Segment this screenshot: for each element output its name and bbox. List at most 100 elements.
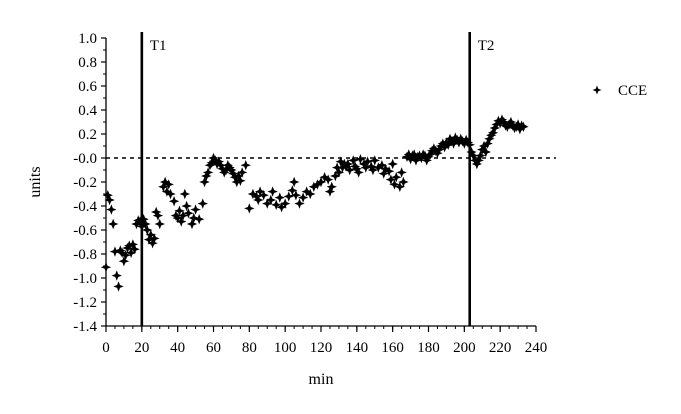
x-tick-label: 60 xyxy=(206,340,221,356)
data-point xyxy=(502,121,513,132)
data-point xyxy=(222,160,234,171)
data-point xyxy=(301,186,312,197)
data-point xyxy=(324,186,336,197)
data-point xyxy=(398,176,409,188)
data-point xyxy=(140,218,151,230)
data-point xyxy=(367,164,379,176)
data-point xyxy=(210,155,221,166)
data-point xyxy=(177,210,189,221)
data-point xyxy=(240,160,251,171)
data-point xyxy=(219,167,230,178)
data-point xyxy=(451,134,463,146)
legend-marker xyxy=(592,85,602,95)
data-point xyxy=(220,164,232,176)
data-point xyxy=(408,149,420,160)
data-point xyxy=(179,188,191,200)
data-point xyxy=(111,270,122,281)
data-point xyxy=(432,148,443,159)
data-point xyxy=(331,162,343,173)
data-point xyxy=(308,181,320,192)
data-point xyxy=(109,246,121,257)
data-point xyxy=(150,206,162,218)
data-point xyxy=(466,146,477,158)
data-point xyxy=(149,233,160,244)
data-point xyxy=(507,120,518,131)
data-point xyxy=(348,155,359,166)
data-point xyxy=(143,234,155,245)
data-point xyxy=(276,202,287,213)
data-point xyxy=(215,160,226,171)
legend-label: CCE xyxy=(618,83,647,99)
data-point xyxy=(297,192,309,203)
data-point xyxy=(503,119,515,130)
legend: CCE xyxy=(592,83,647,99)
data-point xyxy=(138,214,149,225)
y-tick-label: -0.2 xyxy=(73,175,97,191)
data-point xyxy=(125,247,137,258)
data-point xyxy=(206,157,217,168)
data-point xyxy=(460,134,472,146)
data-point xyxy=(312,179,323,190)
x-tick-label: 120 xyxy=(310,340,333,356)
data-point xyxy=(355,154,366,165)
data-point xyxy=(489,122,500,134)
data-point xyxy=(322,174,334,185)
data-point xyxy=(373,162,384,173)
data-point xyxy=(487,127,499,138)
y-tick-label: 0.4 xyxy=(78,103,97,119)
data-points xyxy=(100,114,529,292)
data-point xyxy=(165,188,176,200)
data-point xyxy=(134,216,146,227)
data-point xyxy=(118,256,130,267)
x-tick-label: 40 xyxy=(170,340,185,356)
data-point xyxy=(493,115,504,126)
data-point xyxy=(383,166,395,177)
data-point xyxy=(473,155,484,166)
data-point xyxy=(274,192,285,203)
data-point xyxy=(464,139,475,150)
data-point xyxy=(152,210,164,221)
event-marker-label: T1 xyxy=(150,38,167,54)
data-point xyxy=(505,116,517,128)
data-point xyxy=(496,114,508,125)
data-point xyxy=(326,181,337,192)
data-point xyxy=(446,136,457,147)
y-tick-label: -0.8 xyxy=(73,247,97,263)
data-point xyxy=(396,167,407,178)
data-point xyxy=(434,144,445,155)
data-point xyxy=(251,191,262,202)
x-tick-label: 100 xyxy=(274,340,297,356)
data-point xyxy=(376,160,388,171)
data-point xyxy=(233,170,244,182)
event-marker-label: T2 xyxy=(478,38,495,54)
data-point xyxy=(102,190,113,201)
data-point xyxy=(161,186,173,197)
x-tick-label: 20 xyxy=(134,340,149,356)
data-point xyxy=(136,221,148,232)
data-point xyxy=(333,167,345,178)
data-point xyxy=(430,145,441,156)
data-point xyxy=(202,167,214,178)
data-point xyxy=(181,200,192,212)
data-point xyxy=(116,247,128,258)
data-point xyxy=(115,245,126,256)
data-point xyxy=(163,179,174,190)
data-point xyxy=(228,168,239,179)
data-point xyxy=(100,262,112,273)
ticks: 1.0 0.8 0.6 0.4 0.2 -0.0 -0.2 -0.4 -0.6 -0.8 -1.0 -… xyxy=(73,31,547,356)
y-tick-label: -0.6 xyxy=(73,223,97,239)
data-point xyxy=(518,121,529,132)
data-point xyxy=(158,181,169,192)
data-point xyxy=(247,188,259,200)
data-point xyxy=(468,150,479,161)
data-point xyxy=(482,138,493,149)
data-point xyxy=(172,212,183,224)
data-point xyxy=(394,181,406,192)
data-point xyxy=(437,138,449,149)
data-point xyxy=(491,119,502,130)
data-point xyxy=(201,170,212,182)
data-point xyxy=(428,143,440,154)
data-point xyxy=(197,198,208,209)
data-point xyxy=(425,149,436,160)
data-point xyxy=(455,133,466,144)
